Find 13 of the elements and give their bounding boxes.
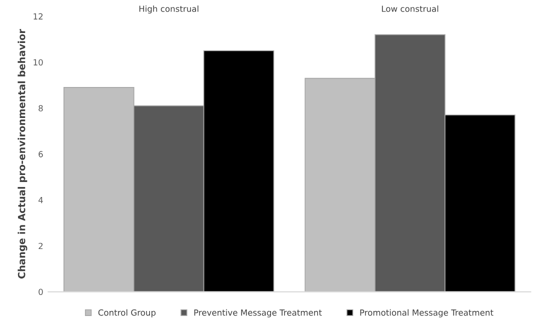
x-tick-label: Low construal (382, 5, 438, 12)
y-tick-label: 6 (38, 151, 43, 158)
legend-label: Control Group (98, 309, 156, 318)
legend-label: Promotional Message Treatment (360, 309, 494, 318)
y-tick-label: 0 (38, 288, 43, 296)
legend-label: Preventive Message Treatment (194, 309, 322, 318)
y-tick-label: 12 (34, 13, 43, 20)
x-tick-label: High construal (139, 5, 198, 14)
y-tick-label: 2 (38, 242, 43, 250)
y-axis-title: Change in Actual pro-environmental behavior (18, 29, 28, 279)
y-tick-label: 8 (38, 105, 43, 112)
y-tick-label: 4 (38, 197, 43, 204)
y-tick-label: 10 (34, 59, 43, 66)
